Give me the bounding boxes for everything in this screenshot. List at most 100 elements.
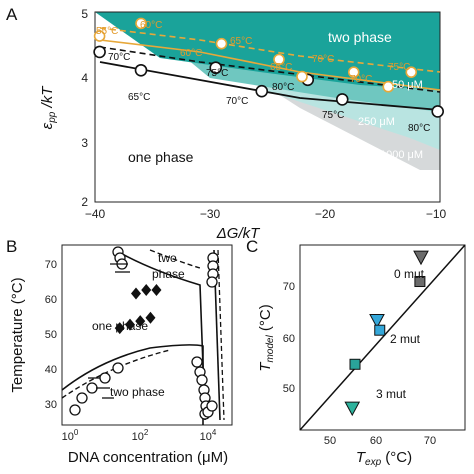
panel-c-frame	[299, 244, 466, 431]
panel-a: A two phase one phase 50 μM 250 μM 1000 …	[6, 5, 447, 242]
c-xtick-1: 50	[324, 435, 336, 447]
a-black-point	[93, 45, 106, 59]
conc-label-1000: 1000 μM	[380, 149, 423, 161]
a-black-temp-5: 80°C	[272, 82, 294, 93]
a-orange-temp-7: 70°C	[350, 74, 372, 85]
a-black-point	[335, 93, 349, 106]
a-black-temp-1: 70°C	[108, 52, 130, 63]
c-ytick-1: 50	[283, 383, 295, 395]
panel-b-open-points	[69, 246, 219, 420]
c-ytick-2: 60	[283, 333, 295, 345]
panel-b: B two phase one phase two phase 100 102 …	[6, 237, 233, 466]
a-orange-point	[273, 53, 285, 66]
panel-c-points	[344, 250, 429, 417]
panel-c-letter: C	[246, 237, 258, 256]
a-orange-point	[215, 37, 228, 50]
a-xlabel: ΔG/kT	[216, 225, 261, 242]
a-xtick-1: −40	[85, 207, 106, 221]
a-black-temp-7: 80°C	[408, 123, 430, 134]
c-ytick-3: 70	[283, 281, 295, 293]
b-xtick-1: 100	[62, 428, 79, 443]
a-black-point	[134, 63, 148, 77]
a-black-point	[209, 61, 223, 75]
b-xtick-2: 102	[132, 428, 149, 443]
c-square-point	[349, 358, 361, 370]
b-label-two: two	[158, 251, 177, 265]
a-orange-point	[347, 66, 360, 78]
c-xtick-2: 60	[370, 435, 382, 447]
a-orange-temp-1: 55°C	[96, 26, 118, 37]
a-orange-point	[296, 70, 308, 83]
panel-b-frame	[61, 244, 233, 426]
b-open-point	[86, 382, 98, 394]
b-ytick-4: 60	[45, 294, 57, 306]
a-orange-point	[135, 17, 147, 30]
a-ytick-1: 2	[81, 195, 88, 209]
a-ylabel: εpp /kT	[39, 85, 58, 130]
c-triangle-point	[413, 250, 429, 266]
a-orange-temp-4: 60°C	[180, 48, 202, 59]
panel-a-yticks: 2 3 4 5	[81, 7, 88, 209]
panel-c-yticks: 50 60 70	[283, 281, 295, 395]
diagonal-line	[299, 244, 466, 431]
b-diamond-point	[114, 322, 125, 335]
conc-label-50: 50 μM	[392, 79, 423, 91]
a-black-temp-3: 75°C	[206, 68, 228, 79]
b-label-one-phase: one phase	[92, 319, 148, 333]
one-phase-label: one phase	[128, 149, 194, 165]
b-lower-boundary	[61, 344, 204, 425]
b-open-point	[99, 372, 111, 384]
b-ylabel: Temperature (°C)	[9, 277, 26, 392]
a-black-temp-4: 70°C	[226, 96, 248, 107]
b-open-point	[191, 356, 203, 368]
panel-c-xticks: 50 60 70	[324, 435, 436, 447]
a-orange-temp-2: 60°C	[140, 20, 162, 31]
a-ytick-3: 4	[81, 71, 88, 85]
b-right-wall-dashed	[217, 249, 225, 421]
panel-b-letter: B	[6, 237, 17, 256]
b-open-point	[206, 400, 218, 412]
b-diamond-point	[151, 284, 162, 296]
a-orange-temp-5: 70°C	[312, 54, 334, 65]
b-open-point	[112, 362, 124, 374]
c-label-0mut: 0 mut	[394, 267, 425, 281]
b-upper-dashed	[149, 249, 201, 269]
b-diamond-point	[125, 318, 135, 331]
b-xlabel: DNA concentration (μM)	[68, 449, 228, 466]
b-ytick-1: 30	[45, 399, 57, 411]
b-diamond-point	[130, 287, 141, 300]
b-diamond-point	[141, 284, 152, 296]
panel-c: C 0 mut 2 mut 3 mut 50 60 70 50 60 70 Te…	[246, 237, 466, 468]
b-open-point	[206, 276, 218, 288]
b-label-two-phase: two phase	[110, 385, 165, 399]
c-ylabel: Tmodel (°C)	[257, 304, 276, 371]
a-black-point	[255, 84, 269, 98]
b-xtick-3: 104	[200, 428, 217, 443]
b-ytick-5: 70	[45, 259, 57, 271]
c-square-point	[414, 276, 426, 288]
c-xtick-3: 70	[424, 435, 436, 447]
c-triangle-point	[369, 313, 385, 329]
a-ytick-2: 3	[81, 136, 88, 150]
dashed-orange-line	[99, 27, 441, 73]
b-open-point	[76, 392, 88, 404]
a-orange-point	[93, 30, 106, 42]
c-label-2mut: 2 mut	[390, 332, 421, 346]
b-diamond-point	[145, 311, 156, 324]
solid-black-line	[99, 61, 441, 111]
solid-orange-line	[99, 39, 441, 91]
b-ytick-2: 40	[45, 364, 57, 376]
a-orange-point	[382, 80, 395, 93]
b-label-phase: phase	[152, 267, 185, 281]
panel-b-xticks: 100 102 104	[62, 428, 217, 443]
conc-label-250: 250 μM	[358, 116, 395, 128]
b-open-point	[196, 374, 208, 386]
dashed-black-line	[99, 46, 441, 93]
a-xtick-4: −10	[426, 207, 447, 221]
panel-b-yticks: 30 40 50 60 70	[45, 259, 57, 411]
a-xtick-2: −30	[200, 207, 221, 221]
panel-a-letter: A	[6, 5, 18, 24]
a-ytick-4: 5	[81, 7, 88, 21]
panel-b-diamonds	[114, 284, 162, 335]
